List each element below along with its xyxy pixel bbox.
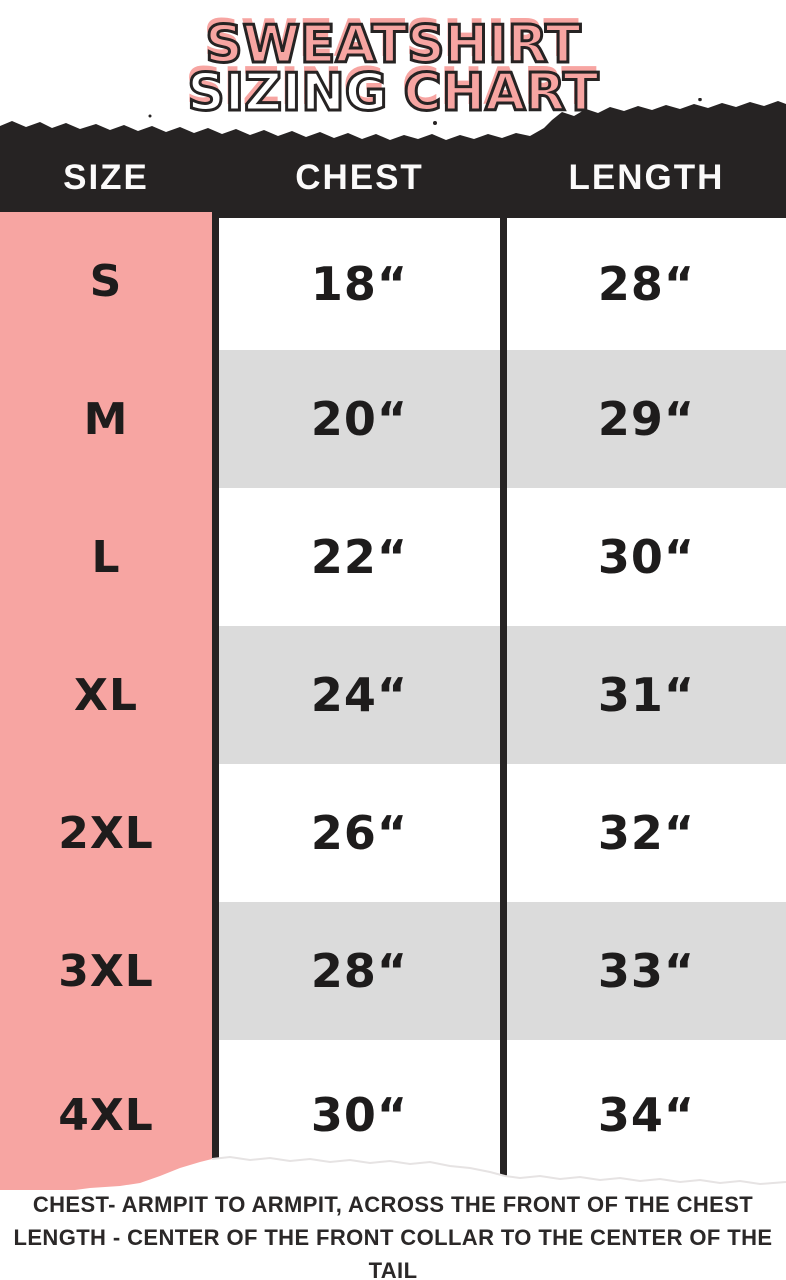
column-header-chest: CHEST: [295, 158, 424, 197]
torn-bottom-shape: [0, 1157, 786, 1230]
column-divider: [500, 902, 507, 1040]
size-cell: 2XL: [0, 764, 212, 902]
paper-speck: [698, 98, 702, 102]
table-body: S 18“ 28“ M 20“ 29“ L 22“ 30“ XL 24“ 31: [0, 212, 786, 1190]
column-divider: [212, 764, 219, 902]
chest-cell: 20“: [219, 350, 500, 488]
column-divider: [212, 1040, 219, 1190]
table-row: 2XL 26“ 32“: [0, 764, 786, 902]
column-divider: [212, 488, 219, 626]
note-length: LENGTH - CENTER OF THE FRONT COLLAR TO T…: [13, 1225, 773, 1280]
length-cell: 29“: [507, 350, 786, 488]
column-divider: [500, 488, 507, 626]
column-divider: [212, 902, 219, 1040]
length-cell: 33“: [507, 902, 786, 1040]
title-line1-text: SWEATSHIRT: [205, 15, 581, 75]
column-divider: [500, 626, 507, 764]
table-row: XL 24“ 31“: [0, 626, 786, 764]
measurement-notes: CHEST- ARMPIT TO ARMPIT, ACROSS THE FRON…: [0, 1188, 786, 1280]
title-line1: SWEATSHIRT SWEATSHIRT: [203, 9, 583, 77]
size-cell: M: [0, 350, 212, 488]
paper-speck: [148, 114, 152, 118]
column-header-length: LENGTH: [568, 158, 725, 197]
chest-cell: 28“: [219, 902, 500, 1040]
column-divider: [500, 350, 507, 488]
size-cell: L: [0, 488, 212, 626]
title-line1-shadow: SWEATSHIRT: [203, 9, 579, 69]
column-divider: [500, 1040, 507, 1190]
table-row: S 18“ 28“: [0, 212, 786, 350]
length-cell: 34“: [507, 1040, 786, 1190]
table-header-band: [0, 149, 786, 212]
title-word-sizing-shadow: SIZING: [185, 57, 385, 117]
column-divider: [500, 212, 507, 350]
torn-paper-top-edge: [0, 98, 786, 150]
torn-paper-bottom-edge: [0, 1155, 786, 1230]
title-line2-text: SIZING CHART: [187, 63, 599, 120]
size-cell: S: [0, 212, 212, 350]
column-divider: [212, 350, 219, 488]
table-row: 3XL 28“ 33“: [0, 902, 786, 1040]
title-line2: SIZING CHART SIZING CHART: [185, 57, 600, 120]
title-line2-shadow: SIZING CHART: [185, 57, 597, 117]
paper-speck: [433, 121, 437, 125]
table-row: M 20“ 29“: [0, 350, 786, 488]
note-chest: CHEST- ARMPIT TO ARMPIT, ACROSS THE FRON…: [32, 1192, 754, 1217]
length-cell: 31“: [507, 626, 786, 764]
length-cell: 28“: [507, 212, 786, 350]
page-title: SWEATSHIRT SWEATSHIRT SIZING CHART SIZING…: [185, 9, 600, 120]
table-row: 4XL 30“ 34“: [0, 1040, 786, 1190]
title-word-sizing: SIZING: [187, 63, 387, 120]
table-header-row: SIZE CHEST LENGTH: [0, 146, 786, 210]
column-header-size: SIZE: [63, 158, 149, 197]
chest-cell: 22“: [219, 488, 500, 626]
length-cell: 32“: [507, 764, 786, 902]
column-divider: [212, 626, 219, 764]
size-cell: XL: [0, 626, 212, 764]
size-cell: 3XL: [0, 902, 212, 1040]
chest-cell: 26“: [219, 764, 500, 902]
column-divider: [500, 764, 507, 902]
title-word-chart-shadow: CHART: [401, 57, 597, 117]
length-cell: 30“: [507, 488, 786, 626]
chest-cell: 18“: [219, 212, 500, 350]
chest-cell: 24“: [219, 626, 500, 764]
title-word-chart: CHART: [403, 63, 599, 120]
torn-top-shape: [0, 101, 786, 150]
column-divider: [212, 212, 219, 350]
table-row: L 22“ 30“: [0, 488, 786, 626]
size-cell: 4XL: [0, 1040, 212, 1190]
tear-shadow-line: [211, 1155, 786, 1186]
